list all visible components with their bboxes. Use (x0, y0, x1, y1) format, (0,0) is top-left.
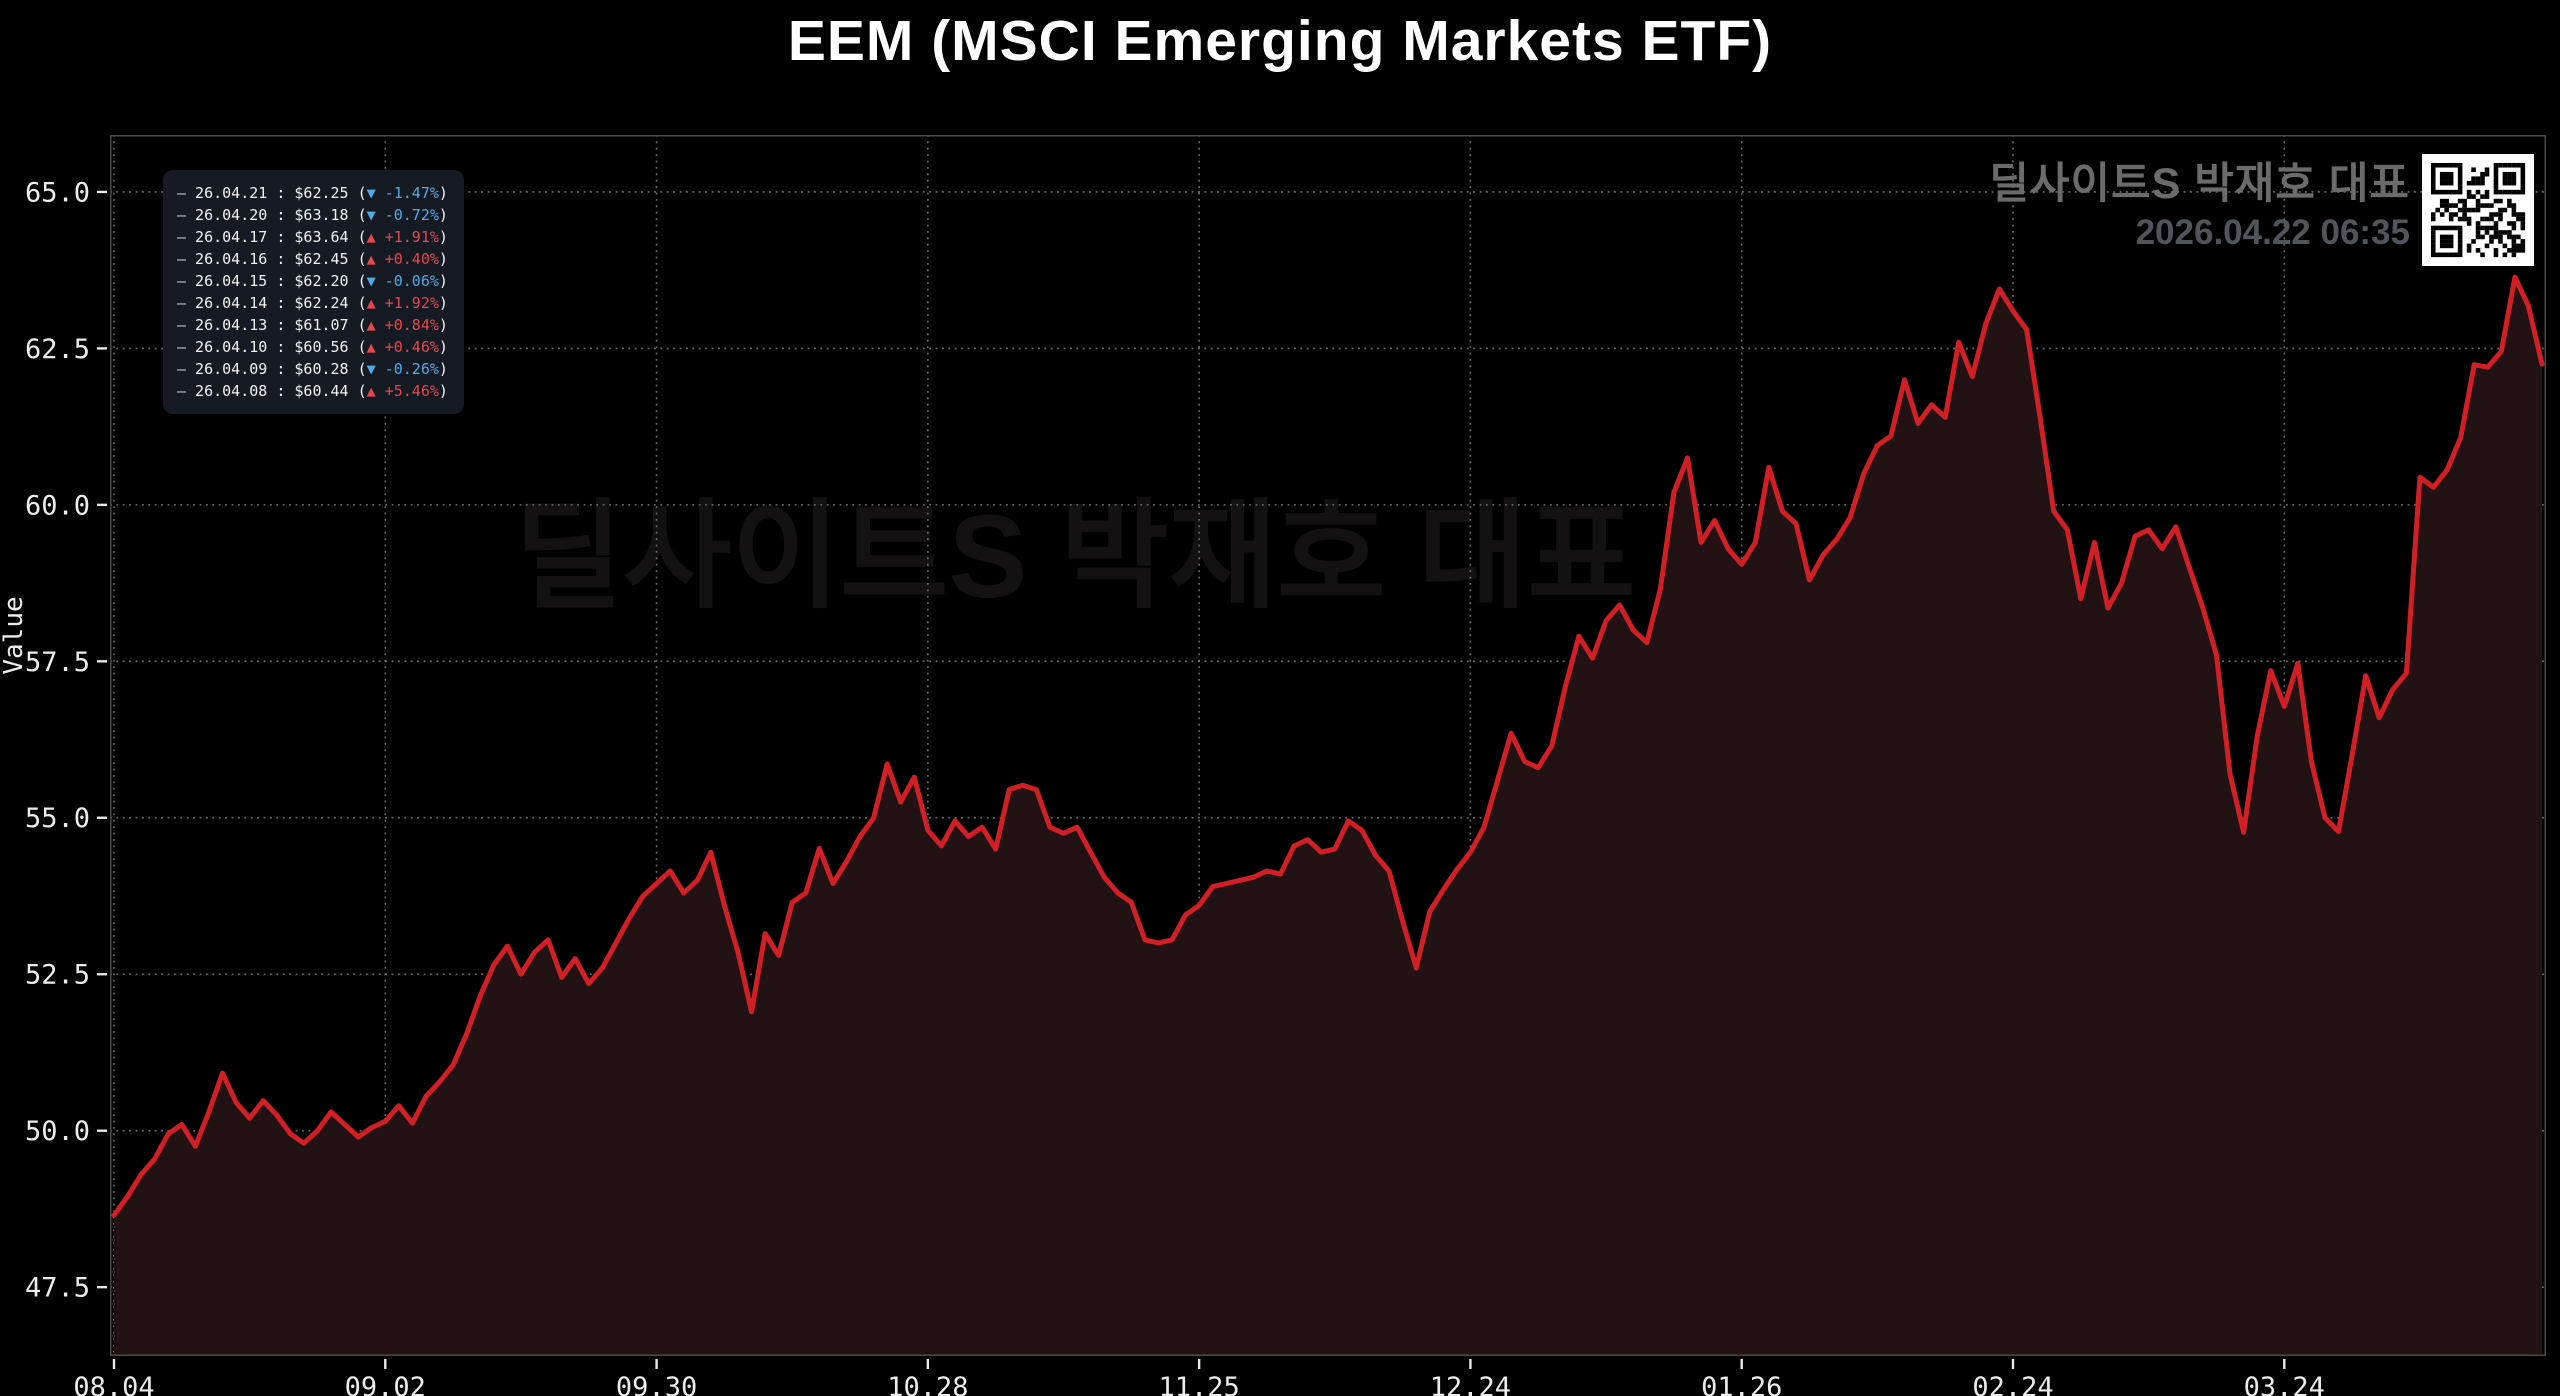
legend-row: – 26.04.13 : $61.07 (▲ +0.84%) (177, 316, 448, 334)
x-tick-label: 12.24 (1430, 1372, 1511, 1396)
legend-row: – 26.04.20 : $63.18 (▼ -0.72%) (177, 206, 448, 224)
price-legend: – 26.04.21 : $62.25 (▼ -1.47%) – 26.04.20… (163, 170, 464, 414)
page-title: EEM (MSCI Emerging Markets ETF) (787, 9, 1773, 73)
legend-row-dash: – (177, 294, 187, 312)
x-tick-label: 02.24 (1972, 1372, 2053, 1396)
legend-row: – 26.04.10 : $60.56 (▲ +0.46%) (177, 338, 448, 356)
legend-row: – 26.04.17 : $63.64 (▲ +1.91%) (177, 228, 448, 246)
up-arrow-change: ▲ +1.92% (366, 294, 439, 312)
up-arrow-change: ▲ +0.40% (366, 250, 439, 268)
y-tick-label: 62.5 (25, 334, 90, 365)
legend-row-dash: – (177, 316, 187, 334)
up-arrow-change: ▲ +5.46% (366, 382, 439, 400)
y-tick-label: 65.0 (25, 177, 90, 208)
header-right: 딜사이트S 박재호 대표 2026.04.22 06:35 (1989, 160, 2410, 254)
y-tick-label: 57.5 (25, 647, 90, 678)
x-tick-label: 09.02 (345, 1372, 426, 1396)
y-tick-label: 55.0 (25, 803, 90, 834)
x-tick-label: 09.30 (616, 1372, 697, 1396)
y-tick-label: 52.5 (25, 960, 90, 991)
legend-row-dash: – (177, 360, 187, 378)
legend-row: – 26.04.09 : $60.28 (▼ -0.26%) (177, 360, 448, 378)
legend-row: – 26.04.21 : $62.25 (▼ -1.47%) (177, 184, 448, 202)
legend-row: – 26.04.08 : $60.44 (▲ +5.46%) (177, 382, 448, 400)
down-arrow-change: ▼ -0.06% (366, 272, 439, 290)
up-arrow-change: ▲ +1.91% (366, 228, 439, 246)
legend-row: – 26.04.16 : $62.45 (▲ +0.40%) (177, 250, 448, 268)
legend-row-dash: – (177, 184, 187, 202)
y-tick-label: 50.0 (25, 1116, 90, 1147)
legend-row-dash: – (177, 382, 187, 400)
legend-row: – 26.04.15 : $62.20 (▼ -0.06%) (177, 272, 448, 290)
x-tick-label: 11.25 (1158, 1372, 1239, 1396)
area-fill (114, 277, 2542, 1357)
x-tick-label: 03.24 (2244, 1372, 2325, 1396)
y-axis-label: Value (0, 596, 29, 674)
plot-border (110, 135, 2546, 1356)
up-arrow-change: ▲ +0.46% (366, 338, 439, 356)
qr-code-pattern (2422, 154, 2534, 266)
legend-row-dash: – (177, 228, 187, 246)
y-tick-label: 47.5 (25, 1273, 90, 1304)
y-tick-label: 60.0 (25, 490, 90, 521)
x-tick-label: 10.28 (887, 1372, 968, 1396)
down-arrow-change: ▼ -1.47% (366, 184, 439, 202)
down-arrow-change: ▼ -0.72% (366, 206, 439, 224)
up-arrow-change: ▲ +0.84% (366, 316, 439, 334)
timestamp: 2026.04.22 06:35 (2135, 213, 2410, 253)
legend-row-dash: – (177, 206, 187, 224)
watermark: 딜사이트S 박재호 대표 (514, 491, 1635, 623)
down-arrow-change: ▼ -0.26% (366, 360, 439, 378)
x-tick-label: 01.26 (1701, 1372, 1782, 1396)
legend-row: – 26.04.14 : $62.24 (▲ +1.92%) (177, 294, 448, 312)
legend-row-dash: – (177, 338, 187, 356)
price-line (111, 274, 2545, 1218)
source-label: 딜사이트S 박재호 대표 (1989, 160, 2410, 208)
x-tick-label: 08.04 (73, 1372, 154, 1396)
qr-code (2422, 154, 2534, 266)
legend-row-dash: – (177, 272, 187, 290)
legend-row-dash: – (177, 250, 187, 268)
